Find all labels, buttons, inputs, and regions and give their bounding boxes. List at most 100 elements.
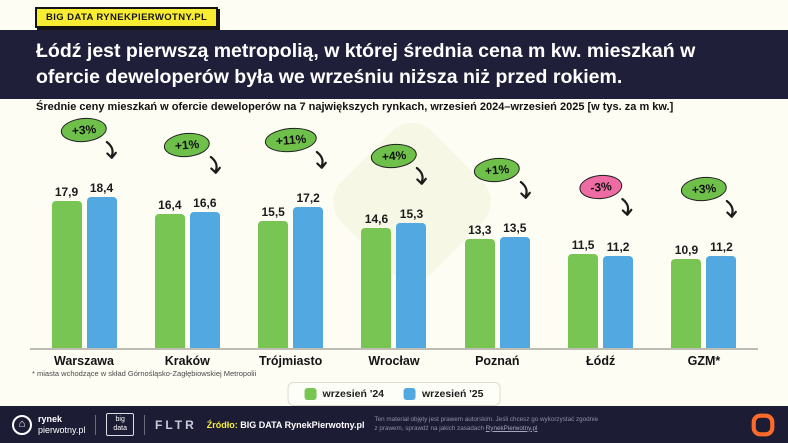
bar-value-label: 15,3 [399,206,424,221]
source-value: BIG DATA RynekPierwotny.pl [240,419,365,430]
bar-value-label: 17,9 [54,185,79,200]
change-badge: +1% [163,130,212,159]
legend-swatch-green [304,388,317,400]
house-icon: ⌂ [12,414,32,435]
legend-label: wrzesień '24 [322,388,384,400]
legend-item-current-year: wrzesień '25 [404,388,483,400]
bar-value-label: 14,6 [364,212,389,227]
source-label: Źródło: [206,419,238,430]
bar-column: 10,9 [671,242,702,348]
category-label: Kraków [164,354,210,368]
bar-wrzesien-24 [154,213,185,348]
change-badge-wrap: +4% [369,141,428,187]
down-arrow-icon [313,150,329,171]
bar-column: 11,5 [568,237,599,348]
bar-column: 17,9 [51,185,82,348]
brand-name: rynek pierwotny.pl [38,414,86,435]
bar-wrzesien-24 [361,228,392,348]
bar-column: 13,5 [499,221,530,348]
change-badge: +4% [369,141,419,170]
bar-column: 11,2 [706,240,737,348]
partner-logo[interactable] [750,412,776,438]
bar-value-label: 16,6 [193,195,217,210]
bar-column: 16,4 [154,197,185,348]
change-badge: +11% [263,125,318,155]
change-badge-wrap: +3% [59,116,118,161]
bar-wrzesien-24 [51,201,82,348]
down-arrow-icon [413,166,429,187]
legend-item-prev-year: wrzesień '24 [304,388,384,400]
orange-square-icon [751,413,775,436]
headline-banner: Łódź jest pierwszą metropolią, w której … [0,30,788,100]
change-badge: +1% [473,156,522,185]
bar-column: 17,2 [293,190,324,348]
bar-wrzesien-25 [189,211,220,348]
bar-column: 13,3 [464,222,495,348]
change-badge: +3% [679,175,729,204]
change-badge-wrap: +3% [679,175,738,220]
bigdata-logo: big data [106,413,134,436]
bar-group-poznań: +1% 13,3 13,5 [449,122,545,348]
bar-value-label: 11,2 [606,240,630,255]
down-arrow-icon [516,180,532,201]
bar-value-label: 16,4 [158,197,182,212]
bar-chart: +3% 17,9 18,4 +1% 16,4 16,6 +11% 15,5 17,2 +4% 14,… [30,116,758,368]
bar-wrzesien-25 [499,237,530,348]
footnote: * miasta wchodzące w skład Górnośląsko-Z… [32,369,257,378]
bar-group-warszawa: +3% 17,9 18,4 [36,116,132,348]
bar-column: 16,6 [189,195,220,348]
bar-column: 15,3 [396,206,427,348]
bar-value-label: 18,4 [89,181,114,196]
bar-group-gzm: +3% 10,9 11,2 [656,122,752,348]
legend-swatch-blue [404,388,416,400]
bar-wrzesien-25 [293,206,324,348]
down-arrow-icon [723,199,739,220]
legend-label: wrzesień '25 [422,388,484,400]
bar-wrzesien-24 [568,253,599,348]
bar-value-label: 11,5 [571,237,595,252]
source-credit: Źródło: BIG DATA RynekPierwotny.pl [207,420,365,430]
category-label: Wrocław [368,354,420,368]
headline-text: Łódź jest pierwszą metropolią, w której … [36,40,696,88]
bar-wrzesien-24 [671,258,702,348]
footer-bar: ⌂ rynek pierwotny.pl big data FLTR Źródł… [0,406,788,443]
change-badge-wrap: +1% [163,130,221,176]
rynekpierwotny-logo[interactable]: ⌂ rynek pierwotny.pl [12,414,85,435]
bar-value-label: 17,2 [296,190,320,205]
bar-wrzesien-25 [86,197,117,348]
category-label: Trójmiasto [259,354,323,368]
bar-value-label: 10,9 [674,242,699,257]
down-arrow-icon [618,197,634,218]
change-badge-wrap: -3% [578,172,633,218]
bar-column: 18,4 [86,181,117,348]
fltr-logo: FLTR [154,417,197,432]
down-arrow-icon [103,140,119,161]
bar-wrzesien-24 [258,220,289,348]
bar-column: 15,5 [258,205,289,348]
category-label: Poznań [475,354,520,368]
disclaimer-link[interactable]: RynekPierwotny.pl [485,424,538,432]
plot-area: +3% 17,9 18,4 +1% 16,4 16,6 +11% 15,5 17,2 +4% 14,… [30,116,758,350]
bar-group-łódź: -3% 11,5 11,2 [553,122,649,348]
category-label: GZM* [687,354,721,368]
chart-subtitle: Średnie ceny mieszkań w ofercie dewelope… [36,101,674,113]
bar-value-label: 11,2 [710,240,733,255]
bar-wrzesien-25 [396,222,427,348]
footer-divider [95,414,97,435]
bar-column: 14,6 [361,212,392,348]
category-label: Warszawa [54,354,114,368]
bar-wrzesien-25 [603,256,634,348]
bar-group-trójmiasto: +11% 15,5 17,2 [243,122,339,348]
change-badge-wrap: +1% [473,156,531,201]
change-badge-wrap: +11% [263,125,327,171]
change-badge: +3% [59,116,109,145]
change-badge: -3% [578,172,624,201]
copyright-disclaimer: Ten materiał objęty jest prawem autorski… [374,416,599,432]
down-arrow-icon [207,155,223,176]
footer-divider [143,414,145,435]
bar-group-kraków: +1% 16,4 16,6 [139,122,235,348]
category-label: Łódź [586,354,616,368]
bar-value-label: 13,3 [468,222,492,237]
brand-badge: BIG DATA RYNEKPIERWOTNY.PL [35,7,219,28]
bar-column: 11,2 [603,240,634,348]
